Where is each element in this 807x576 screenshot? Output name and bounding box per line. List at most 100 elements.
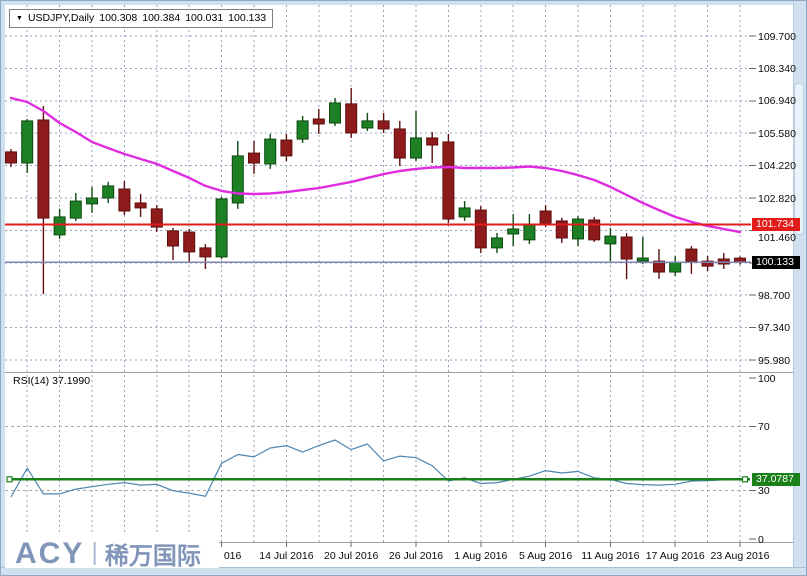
candle-body: [21, 120, 34, 164]
logo-acy-text: ACY: [15, 536, 85, 570]
logo-chinese-text: 稀万国际: [104, 543, 201, 570]
candle-body: [669, 261, 682, 273]
candle-bearish: [442, 133, 455, 224]
candle-bearish: [199, 244, 212, 269]
date-axis-label: 20 Jul 2016: [324, 550, 379, 562]
date-axis-label: 5 Aug 2016: [519, 550, 573, 562]
candle-body: [491, 237, 503, 249]
candle-body: [442, 141, 455, 220]
date-axis-label: 14 Jul 2016: [259, 550, 314, 562]
rsi-indicator-title: RSI(14) 37.1990: [13, 375, 90, 387]
rsi-line: [10, 439, 741, 498]
candle-body: [5, 151, 17, 164]
candle-bullish: [361, 112, 374, 132]
price-axis-label: 109.700: [758, 30, 796, 43]
candle-bearish: [588, 216, 601, 242]
broker-logo: ACY | 稀万国际: [15, 536, 201, 571]
candle-bearish: [734, 256, 746, 265]
candle-bearish: [37, 106, 50, 295]
candle-bearish: [167, 228, 179, 260]
candle-body: [393, 128, 406, 159]
candle-bearish: [134, 193, 147, 217]
window-frame-bottom: [1, 567, 806, 575]
open-value: 100.308: [99, 12, 138, 24]
candle-bearish: [426, 132, 439, 163]
candle-body: [118, 188, 131, 212]
candle-bullish: [69, 193, 82, 221]
price-axis-label: 106.940: [758, 95, 796, 108]
scrollbar-thumb[interactable]: [794, 83, 804, 235]
candle-body: [458, 207, 471, 218]
candle-body: [572, 218, 584, 240]
candle-bearish: [312, 109, 325, 134]
candle-bullish: [604, 228, 617, 262]
candle-bullish: [102, 181, 115, 203]
candle-bullish: [21, 119, 34, 173]
candle-body: [620, 236, 633, 260]
bid-price-tag: 100.133: [752, 255, 800, 269]
rsi-name: RSI(14): [13, 375, 50, 387]
scrollbar-track[interactable]: [793, 1, 806, 575]
candle-body: [248, 152, 260, 164]
candle-bearish: [701, 255, 714, 272]
candle-bullish: [410, 110, 422, 162]
candle-body: [701, 260, 714, 267]
candle-bullish: [572, 215, 584, 247]
candle-bullish: [458, 201, 471, 221]
candle-body: [539, 210, 552, 225]
dropdown-caret-icon[interactable]: ▼: [16, 15, 23, 22]
candle-bullish: [264, 133, 277, 169]
candle-body: [588, 219, 601, 241]
candle-bearish: [280, 133, 293, 162]
symbol-label: USDJPY,Daily: [27, 12, 95, 24]
candle-body: [167, 230, 179, 247]
candle-body: [150, 208, 163, 228]
rsi-axis-label: 100: [758, 372, 776, 385]
candle-body: [134, 202, 147, 209]
candle-bullish: [507, 214, 520, 247]
price-axis-label: 108.340: [758, 62, 796, 75]
rsi-current-value: 37.1990: [52, 375, 91, 387]
candle-bullish: [296, 115, 309, 143]
candle-bullish: [86, 186, 98, 213]
price-axis-label: 98.700: [758, 289, 791, 302]
candle-bearish: [118, 180, 131, 216]
candle-bearish: [150, 205, 163, 233]
rsi-axis-label: 70: [758, 420, 770, 433]
close-value: 100.133: [228, 12, 267, 24]
date-axis-label: 17 Aug 2016: [645, 550, 705, 562]
candle-body: [69, 200, 82, 219]
date-axis-label: 016: [223, 550, 242, 562]
date-axis-label: 11 Aug 2016: [581, 550, 640, 562]
candle-body: [231, 155, 244, 204]
candle-body: [507, 228, 520, 235]
candle-bearish: [248, 141, 260, 174]
candle-body: [215, 198, 228, 258]
candle-body: [426, 137, 439, 146]
candle-body: [199, 247, 212, 258]
candle-body: [653, 260, 665, 273]
symbol-ohlc-box[interactable]: ▼ USDJPY,Daily 100.308 100.384 100.031 100.13…: [9, 9, 274, 28]
logo-divider: |: [91, 538, 98, 566]
candle-body: [296, 120, 309, 140]
candle-body: [555, 220, 568, 239]
high-value: 100.384: [142, 12, 181, 24]
candles-layer: [5, 88, 746, 295]
candle-body: [604, 235, 617, 245]
candle-bearish: [474, 206, 487, 254]
window-frame-top: [1, 1, 806, 5]
hline-price-tag: 101.734: [752, 217, 800, 231]
axis-layer: [5, 35, 796, 547]
candle-bullish: [215, 197, 228, 260]
moving-average-line: [9, 96, 742, 234]
candle-bearish: [393, 120, 406, 167]
candle-body: [685, 248, 698, 262]
candle-bearish: [345, 88, 358, 138]
window-frame-left: [1, 1, 5, 575]
candle-body: [37, 119, 50, 219]
candle-body: [410, 137, 422, 159]
rsi-axis-label: 0: [758, 533, 764, 546]
candle-body: [377, 120, 390, 130]
price-axis-label: 97.340: [758, 322, 791, 335]
